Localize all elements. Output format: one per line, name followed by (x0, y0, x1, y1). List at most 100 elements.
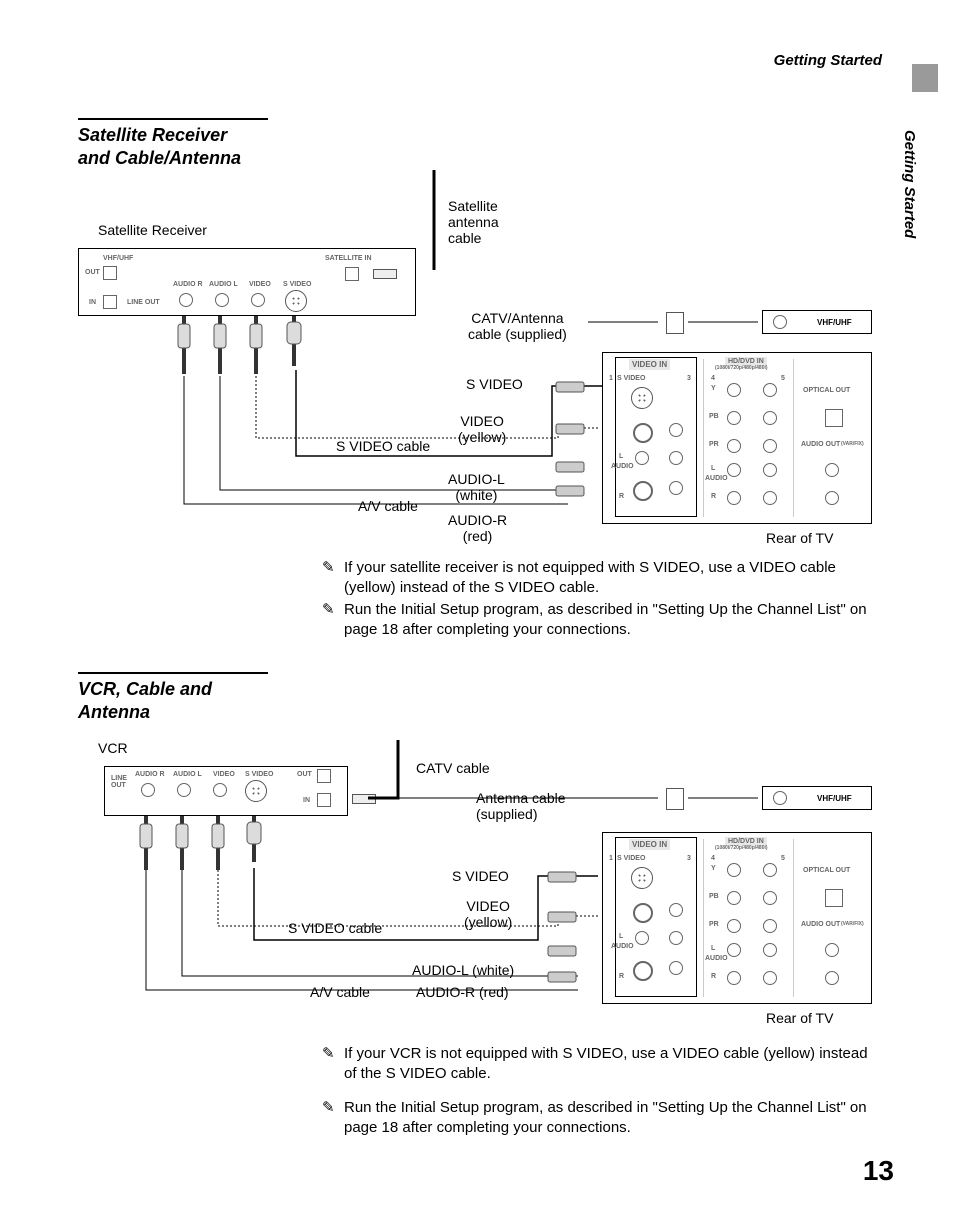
varfix-label-2: (VAR/FIX) (841, 921, 864, 927)
hd-l-5-port-2 (763, 943, 777, 957)
optical-out-label-2: OPTICAL OUT (803, 867, 850, 874)
hd-r-label-2: R (711, 973, 716, 980)
hd-l-5-port (763, 463, 777, 477)
optical-out-label: OPTICAL OUT (803, 387, 850, 394)
tv-audio-r-3-port (669, 481, 683, 495)
tv-audio-l-3-port-2 (669, 931, 683, 945)
n1-2: 1 (609, 855, 613, 862)
side-tab-text: Getting Started (901, 130, 918, 238)
svideo-text-2: S VIDEO (617, 855, 645, 862)
note-2: Run the Initial Setup program, as descri… (344, 600, 884, 641)
video-in-label: VIDEO IN (629, 359, 670, 370)
audio-out-r-port (825, 491, 839, 505)
hd-l-label: L (711, 465, 715, 472)
y-label: Y (711, 385, 716, 392)
n1: 1 (609, 375, 613, 382)
n5: 5 (781, 375, 785, 382)
vhf-port (773, 315, 787, 329)
pb-label-2: PB (709, 893, 719, 900)
tv-video-port-2 (633, 903, 653, 923)
hd-audio-label-2: AUDIO (705, 955, 728, 962)
vhf-port-2 (773, 791, 787, 805)
pr-label-2: PR (709, 921, 719, 928)
splitter-2 (666, 788, 684, 810)
tv-svideo-port-2 (631, 867, 653, 889)
pr-label: PR (709, 441, 719, 448)
optical-port-2 (825, 889, 843, 907)
varfix-label: (VAR/FIX) (841, 441, 864, 447)
tv-audio-r-3-port-2 (669, 961, 683, 975)
note-4: Run the Initial Setup program, as descri… (344, 1098, 884, 1139)
note-icon-4: ✎ (322, 1098, 335, 1116)
pb-label: PB (709, 413, 719, 420)
note-icon-2: ✎ (322, 600, 335, 618)
pr-4-port (727, 439, 741, 453)
note-3: If your VCR is not equipped with S VIDEO… (344, 1044, 884, 1085)
tv-audio-r-port-2 (633, 961, 653, 981)
audio-out-label: AUDIO OUT (801, 441, 840, 448)
hd-r-5-port-2 (763, 971, 777, 985)
tv-r-label-2: R (619, 973, 624, 980)
hd-l-4-port (727, 463, 741, 477)
pb-5-port (763, 411, 777, 425)
tv-rear-panel-2: VIDEO IN 1 S VIDEO 3 L AUDIO R HD/DVD IN… (602, 832, 872, 1004)
n5-2: 5 (781, 855, 785, 862)
tv-l-label-2: L (619, 933, 623, 940)
hd-l-4-port-2 (727, 943, 741, 957)
tv-audio-label-2: AUDIO (611, 943, 634, 950)
tv-svideo-port (631, 387, 653, 409)
n4-2: 4 (711, 855, 715, 862)
tv-audio-l-port (635, 451, 649, 465)
side-tab-bar (912, 64, 938, 92)
sep-1 (703, 359, 704, 517)
audio-out-l-port (825, 463, 839, 477)
tv-r-label: R (619, 493, 624, 500)
tv-audio-label: AUDIO (611, 463, 634, 470)
hd-r-label: R (711, 493, 716, 500)
pr-5-port (763, 439, 777, 453)
optical-port (825, 409, 843, 427)
hd-r-4-port-2 (727, 971, 741, 985)
tv-audio-l-3-port (669, 451, 683, 465)
hd-res-label-2: (1080i/720p/480p/480i) (715, 845, 768, 851)
vhf-uhf-text-2: VHF/UHF (817, 794, 852, 803)
pr-5-port-2 (763, 919, 777, 933)
section-title-2: VCR, Cable and Antenna (78, 678, 212, 725)
pb-4-port (727, 411, 741, 425)
tv-audio-l-port-2 (635, 931, 649, 945)
audio-out-label-2: AUDIO OUT (801, 921, 840, 928)
pr-4-port-2 (727, 919, 741, 933)
y-5-port (763, 383, 777, 397)
tv-video-port-3b (669, 903, 683, 917)
tv-video-port (633, 423, 653, 443)
sep-1b (703, 839, 704, 997)
sep-2b (793, 839, 794, 997)
hd-r-4-port (727, 491, 741, 505)
n3-2: 3 (687, 855, 691, 862)
n3: 3 (687, 375, 691, 382)
y-4-port (727, 383, 741, 397)
vhf-uhf-box-2: VHF/UHF (762, 786, 872, 810)
audio-out-r-port-2 (825, 971, 839, 985)
page-number: 13 (863, 1155, 894, 1187)
hd-l-label-2: L (711, 945, 715, 952)
pb-5-port-2 (763, 891, 777, 905)
vhf-uhf-box-1: VHF/UHF (762, 310, 872, 334)
section-rule-2 (78, 672, 268, 674)
note-1: If your satellite receiver is not equipp… (344, 558, 884, 599)
n4: 4 (711, 375, 715, 382)
vhf-uhf-text: VHF/UHF (817, 318, 852, 327)
hd-r-5-port (763, 491, 777, 505)
section-title-1: Satellite Receiver and Cable/Antenna (78, 124, 241, 171)
note-icon-3: ✎ (322, 1044, 335, 1062)
tv-video-port-3 (669, 423, 683, 437)
sep-2 (793, 359, 794, 517)
tv-rear-panel-1: VIDEO IN 1 S VIDEO 3 L AUDIO R HD/DVD IN… (602, 352, 872, 524)
tv-audio-r-port (633, 481, 653, 501)
y-4-port-2 (727, 863, 741, 877)
y-label-2: Y (711, 865, 716, 872)
video-in-label-2: VIDEO IN (629, 839, 670, 850)
hd-res-label: (1080i/720p/480p/480i) (715, 365, 768, 371)
splitter-1 (666, 312, 684, 334)
section-rule-1 (78, 118, 268, 120)
